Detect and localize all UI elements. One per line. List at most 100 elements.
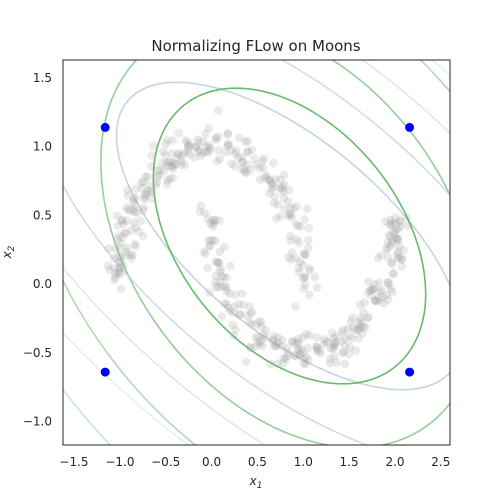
sample-point [159,147,168,156]
sample-point [208,235,218,245]
sample-point [269,198,279,208]
sample-point [291,254,301,263]
sample-point [346,317,356,326]
sample-point [258,163,268,173]
sample-point [195,207,205,216]
sample-point [283,348,293,358]
sample-point [298,260,308,270]
sample-point [383,237,393,247]
sample-point [385,220,395,229]
sample-point [164,157,173,167]
sample-point [214,283,223,292]
x-tick-label: 2.5 [431,455,450,469]
sample-point [392,234,402,243]
sample-point [126,206,135,215]
sample-point [363,313,372,323]
sample-point [235,310,244,320]
sample-point [159,166,169,176]
sample-point [246,309,256,319]
sample-point [243,136,253,146]
sample-point [140,190,150,199]
sample-point [267,184,276,194]
sample-point [276,175,285,184]
sample-point [273,333,283,342]
sample-point [395,217,405,226]
sample-point [310,272,320,282]
sample-point [126,226,136,235]
sample-point [246,165,255,174]
sample-point [284,252,293,262]
sample-point [109,253,119,263]
sample-point [196,151,206,160]
sample-point [147,162,156,171]
sample-point [366,286,376,295]
sample-point [142,189,151,199]
sample-point [167,149,177,158]
sample-point [394,247,403,256]
sample-point [327,328,337,338]
sample-point [225,289,234,299]
sample-point [402,213,412,222]
sample-point [149,141,158,151]
sample-point [360,298,369,308]
sample-point [136,178,146,188]
sample-point [375,287,384,296]
sample-point [355,323,365,332]
sample-point [204,141,214,150]
x-tick-label: −1.5 [59,455,88,469]
sample-point [141,172,151,181]
sample-point [131,194,140,203]
sample-point [273,200,283,209]
sample-point [374,278,384,287]
sample-point [240,167,250,177]
sample-point [116,269,126,279]
sample-point [205,288,214,297]
plot-frame [62,59,451,446]
sample-point [368,284,378,294]
sample-point [300,272,310,282]
sample-point [279,193,289,203]
sample-point [312,333,322,342]
sample-point [198,148,208,158]
sample-point [243,160,252,169]
sample-point [252,160,261,169]
sample-point [201,142,211,152]
sample-point [230,302,239,312]
y-axis-label-subscript: 2 [7,245,17,251]
sample-point [184,142,193,151]
sample-point [278,335,287,345]
sample-point [265,189,274,198]
sample-point [198,136,208,146]
sample-point [229,308,239,318]
sample-point [386,241,395,251]
sample-point [302,352,311,361]
sample-point [229,331,238,340]
sample-point [312,283,322,293]
y-axis-label: x2 [0,245,17,259]
sample-point [241,137,250,147]
sample-point [214,132,223,142]
x-tick-label: 1.0 [294,455,313,469]
sample-point [165,174,175,184]
sample-point [345,342,355,352]
sample-point [205,145,215,154]
sample-point [384,280,393,290]
sample-point [305,330,315,340]
sample-point [338,348,348,358]
x-tick-label: 2.0 [385,455,404,469]
sample-point [176,156,186,166]
sample-point [343,324,352,333]
sample-point [370,296,380,305]
sample-point [374,293,383,302]
sample-point [292,202,302,211]
moon-samples [103,106,413,369]
sample-point [350,325,360,335]
sample-point [348,313,357,322]
sample-point [387,239,397,248]
sample-point [231,145,241,155]
sample-point [163,136,172,145]
sample-point [279,170,289,179]
sample-point [211,257,221,267]
sample-point [177,160,186,170]
